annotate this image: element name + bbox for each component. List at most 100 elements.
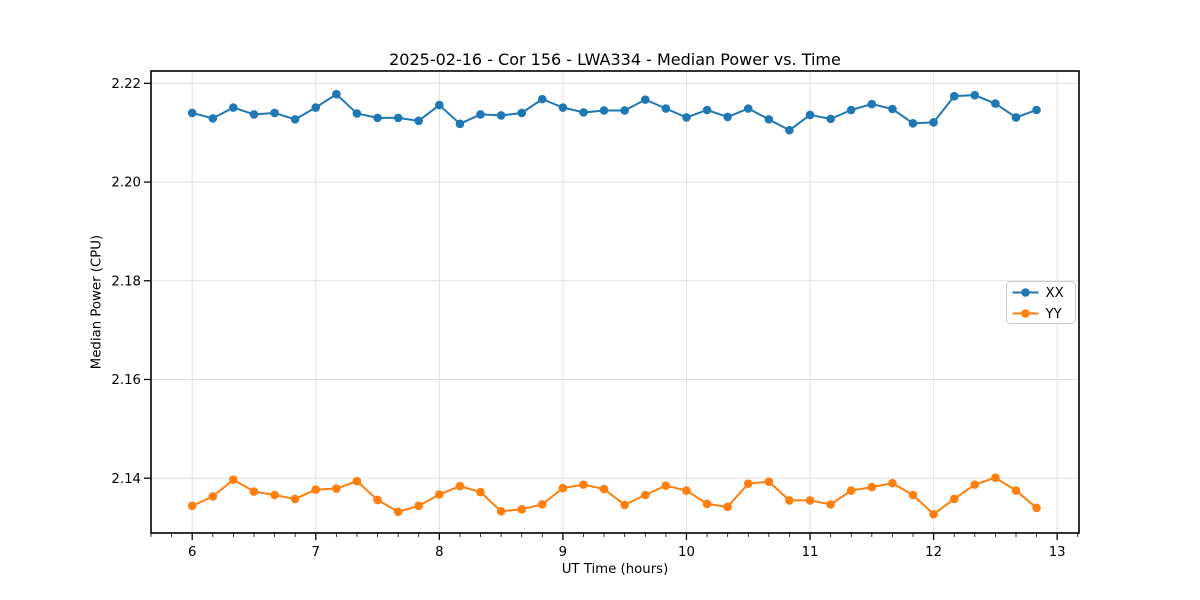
data-point — [867, 482, 877, 492]
x-tick-label: 11 — [802, 545, 819, 560]
data-point — [1032, 105, 1041, 115]
data-point — [249, 110, 259, 119]
data-point — [476, 110, 485, 119]
x-gridlines — [191, 71, 1058, 533]
data-point — [455, 119, 465, 129]
plot-border — [150, 70, 1080, 534]
data-point — [826, 114, 835, 124]
data-point — [393, 507, 403, 517]
data-point — [311, 485, 321, 494]
data-point — [929, 509, 938, 519]
data-point — [229, 475, 238, 484]
data-point — [352, 109, 362, 118]
data-point — [723, 502, 732, 512]
data-point — [558, 483, 568, 493]
data-point — [270, 490, 279, 500]
data-point — [764, 115, 774, 124]
data-point — [187, 501, 197, 511]
x-tick-label: 10 — [678, 545, 695, 560]
legend-label: YY — [1045, 307, 1063, 322]
x-minor-ticks — [150, 533, 1079, 537]
data-point — [846, 105, 856, 115]
data-point — [970, 480, 980, 489]
data-point — [414, 501, 423, 511]
series-yy — [187, 473, 1041, 519]
data-point — [743, 479, 753, 488]
data-point — [332, 484, 341, 493]
data-point — [517, 108, 527, 118]
x-tick-label: 6 — [188, 545, 196, 560]
data-point — [723, 112, 732, 122]
data-point — [579, 480, 588, 489]
data-point — [1011, 486, 1021, 495]
data-point — [764, 477, 774, 486]
data-point — [826, 500, 835, 509]
x-axis-label: UT Time (hours) — [561, 562, 669, 577]
data-point — [991, 99, 1000, 108]
data-point — [1032, 503, 1041, 513]
data-point — [991, 473, 1000, 483]
data-point — [641, 95, 650, 104]
data-point — [599, 106, 609, 115]
x-tick-label: 12 — [925, 545, 942, 560]
data-point — [908, 490, 918, 500]
data-point — [435, 100, 444, 110]
y-tick-label: 2.16 — [111, 373, 141, 388]
legend-sample-marker — [1021, 309, 1030, 318]
data-point — [208, 492, 218, 501]
data-point — [620, 106, 629, 115]
data-point — [187, 108, 197, 118]
data-point — [599, 484, 609, 494]
x-tick-label: 9 — [559, 545, 567, 560]
data-point — [435, 490, 444, 499]
legend-label: XX — [1046, 286, 1064, 301]
y-gridlines — [151, 82, 1079, 479]
data-point — [476, 487, 485, 497]
y-tick-label: 2.14 — [111, 472, 141, 487]
data-point — [270, 108, 279, 118]
data-point — [867, 99, 877, 109]
data-point — [661, 104, 671, 113]
chart-title: 2025-02-16 - Cor 156 - LWA334 - Median P… — [389, 50, 841, 69]
data-point — [702, 499, 712, 509]
data-point — [888, 478, 897, 488]
y-ticks: 2.14 2.16 2.18 2.20 2.22 — [111, 77, 151, 487]
x-tick-label: 8 — [435, 545, 443, 560]
data-point — [846, 486, 856, 495]
data-point — [682, 113, 691, 122]
data-point — [517, 505, 527, 514]
data-point — [682, 486, 691, 495]
data-point — [558, 103, 568, 112]
data-point — [579, 108, 588, 117]
data-point — [414, 116, 423, 126]
data-point — [970, 90, 980, 100]
data-point — [641, 490, 650, 500]
data-point — [373, 113, 382, 123]
data-point — [229, 103, 238, 112]
data-point — [620, 500, 629, 510]
data-point — [929, 118, 938, 127]
data-point — [537, 94, 547, 104]
data-point — [496, 506, 506, 516]
data-point — [352, 476, 362, 486]
data-point — [908, 119, 918, 128]
y-tick-label: 2.20 — [111, 176, 141, 191]
data-point — [785, 496, 794, 505]
data-point — [805, 110, 815, 120]
x-tick-label: 13 — [1049, 545, 1066, 560]
data-point — [496, 111, 506, 120]
y-tick-label: 2.22 — [111, 77, 141, 92]
data-point — [290, 115, 300, 124]
data-point — [290, 494, 300, 504]
data-point — [393, 113, 403, 123]
data-point — [949, 91, 959, 101]
data-point — [332, 89, 341, 99]
data-point — [455, 481, 465, 491]
data-point — [949, 494, 959, 504]
series-xx — [187, 89, 1041, 135]
y-axis-label: Median Power (CPU) — [89, 234, 105, 370]
x-tick-label: 7 — [312, 545, 320, 560]
data-point — [249, 487, 259, 496]
data-point — [805, 496, 815, 505]
